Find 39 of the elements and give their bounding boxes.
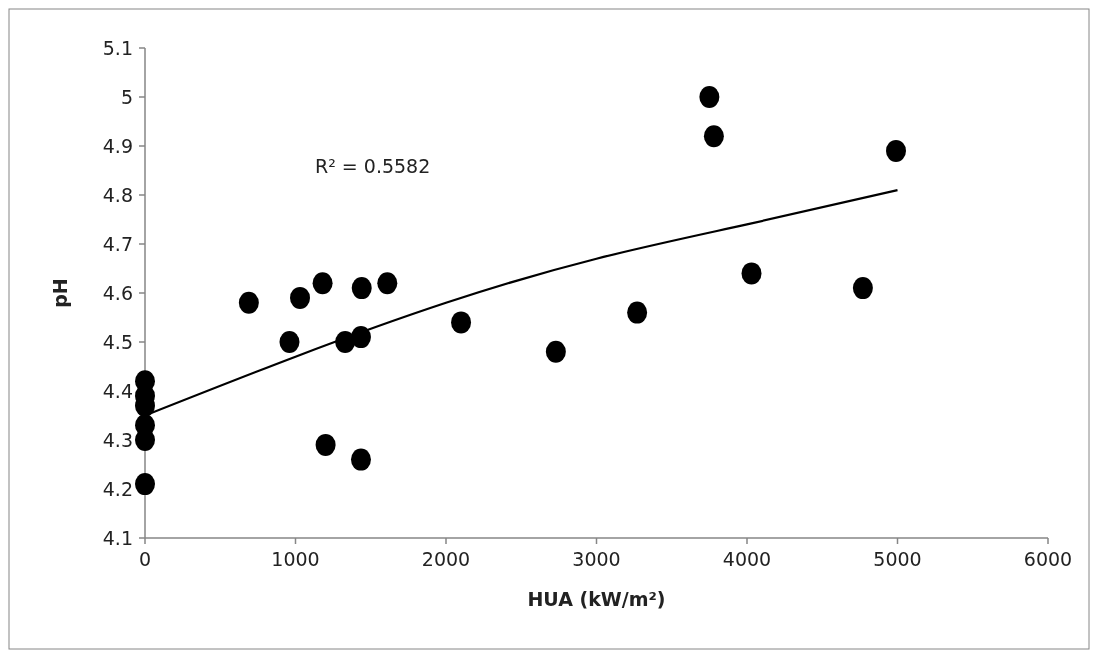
y-tick-label: 4.3 [102, 428, 133, 451]
y-tick-label: 5 [120, 85, 133, 108]
point [699, 86, 720, 108]
y-tick-label: 4.4 [102, 379, 133, 402]
point [135, 473, 155, 496]
point [312, 272, 333, 295]
y-axis-title: pH [49, 278, 71, 308]
x-tick-label: 3000 [572, 548, 621, 570]
point [741, 262, 762, 285]
x-tick-label: 1000 [271, 548, 320, 570]
x-tick-label: 4000 [722, 548, 772, 570]
y-tick-label: 4.1 [102, 526, 133, 549]
point [627, 301, 648, 324]
x-tick-label: 6000 [1023, 548, 1073, 570]
y-tick-label: 4.5 [102, 330, 133, 353]
point [290, 286, 311, 309]
point [315, 433, 336, 456]
point [545, 340, 566, 363]
point [135, 429, 155, 451]
annotation: R² = 0.5582 [315, 155, 431, 177]
x-tick-label: 0 [138, 548, 152, 570]
y-tick-label: 5.1 [102, 36, 133, 59]
point [703, 125, 724, 148]
point [350, 448, 371, 471]
y-tick-label: 4.9 [102, 134, 133, 157]
point [886, 139, 906, 162]
point [238, 291, 259, 314]
x-tick-label: 2000 [421, 548, 471, 570]
y-tick-label: 4.6 [102, 281, 133, 304]
point [377, 272, 398, 295]
x-axis-title: HUA (kW/m²) [527, 588, 666, 610]
y-tick-label: 4.2 [102, 477, 133, 500]
point [279, 331, 300, 353]
y-tick-label: 4.8 [102, 183, 133, 206]
x-tick-label: 5000 [873, 548, 922, 570]
point [351, 277, 372, 300]
point [852, 277, 873, 300]
point [451, 311, 472, 334]
y-tick-label: 4.7 [102, 232, 133, 255]
